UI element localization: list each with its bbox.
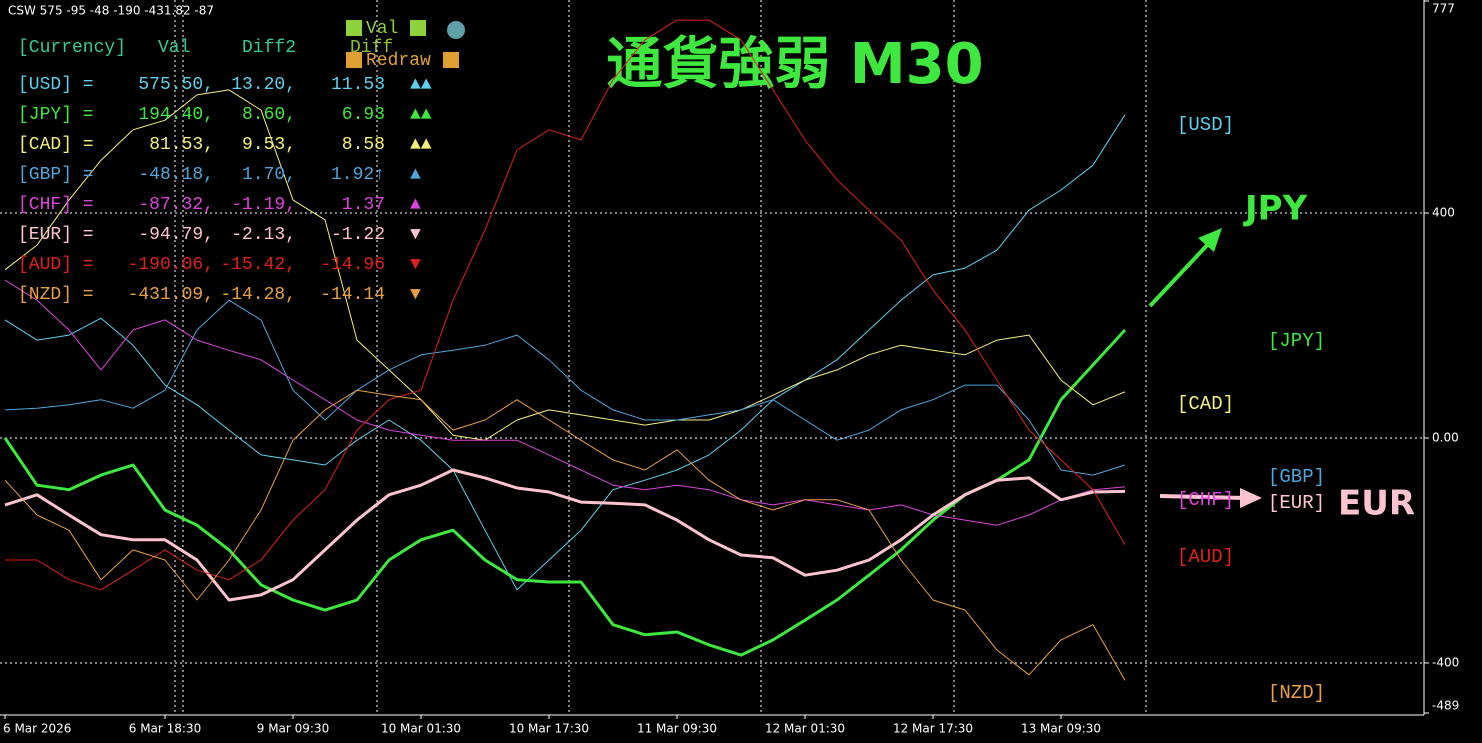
annotation-arrow bbox=[1159, 494, 1246, 500]
legend-label: [JPY] bbox=[1268, 330, 1325, 352]
legend-label: [AUD] bbox=[1177, 546, 1234, 568]
panel-cell: 8.58 bbox=[342, 135, 385, 155]
panel-cell: ▼ bbox=[410, 255, 421, 275]
panel-cell: 1.92↑ bbox=[331, 165, 385, 185]
panel-cell: ▲ bbox=[410, 165, 421, 185]
panel-cell: 13.20, bbox=[231, 75, 296, 95]
panel-cell: 9.53, bbox=[242, 135, 296, 155]
series-line bbox=[4, 468, 1126, 602]
x-tick-label: 6 Mar 18:30 bbox=[129, 722, 202, 736]
button[interactable]: Redraw bbox=[366, 51, 431, 71]
panel-cell: -94.79, bbox=[138, 225, 214, 245]
panel-cell: [NZD] = bbox=[18, 285, 94, 305]
panel-cell: -14.96 bbox=[320, 255, 385, 275]
y-tick-label: -489 bbox=[1432, 699, 1459, 713]
panel-cell: [USD] = bbox=[18, 75, 94, 95]
panel-cell: [EUR] = bbox=[18, 225, 94, 245]
panel-cell: 1.70, bbox=[242, 165, 296, 185]
period-separators bbox=[174, 0, 1147, 715]
button-icon bbox=[346, 20, 362, 36]
panel-cell: 575.50, bbox=[138, 75, 214, 95]
annotation-arrowhead bbox=[1240, 488, 1262, 508]
panel-cell: 6.93 bbox=[342, 105, 385, 125]
x-tick-label: 6 Mar 2026 bbox=[3, 722, 71, 736]
info-panel: [Currency] Val Diff2 Diff[USD] = 575.50, 13.2… bbox=[18, 19, 465, 305]
plot: 777 400 0.00 -400 -489 6 Mar 2026 6 Mar 18:30 9… bbox=[0, 0, 1459, 736]
series-line bbox=[4, 114, 1126, 591]
annotation-arrow bbox=[1148, 238, 1214, 308]
panel-header: Diff2 bbox=[242, 38, 296, 58]
series-line bbox=[5, 19, 1126, 591]
panel-cell: -1.22 bbox=[331, 225, 385, 245]
panel-cell: 1.37 bbox=[342, 195, 385, 215]
panel-cell: [CAD] = bbox=[18, 135, 94, 155]
button-icon bbox=[443, 52, 459, 68]
x-tick-label: 12 Mar 17:30 bbox=[893, 722, 973, 736]
window-title: CSW 575 -95 -48 -190 -431.82 -87 bbox=[8, 4, 214, 18]
button-icon bbox=[447, 21, 465, 39]
panel-cell: [AUD] = bbox=[18, 255, 94, 275]
legend-label: [GBP] bbox=[1268, 466, 1325, 488]
panel-cell: [JPY] = bbox=[18, 105, 94, 125]
y-tick-label: 400 bbox=[1432, 206, 1455, 220]
button[interactable]: Val bbox=[366, 19, 398, 39]
panel-cell: -431.09, bbox=[128, 285, 214, 305]
panel-cell: ▲▲ bbox=[410, 135, 432, 155]
legend-label: [CAD] bbox=[1177, 393, 1234, 415]
series-line bbox=[4, 89, 1126, 441]
x-tick-label: 12 Mar 01:30 bbox=[765, 722, 845, 736]
panel-cell: [GBP] = bbox=[18, 165, 94, 185]
panel-cell: [CHF] = bbox=[18, 195, 94, 215]
panel-cell: -1.19, bbox=[231, 195, 296, 215]
panel-cell: 11.53 bbox=[331, 75, 385, 95]
y-tick-label: 0.00 bbox=[1432, 430, 1459, 444]
legend-label: [CHF] bbox=[1177, 489, 1234, 511]
annotation: JPY bbox=[1243, 189, 1308, 229]
chart-title: 通貨強弱 M30 bbox=[606, 32, 983, 97]
panel-cell: -190.06, bbox=[128, 255, 214, 275]
x-tick-label: 9 Mar 09:30 bbox=[257, 722, 330, 736]
panel-cell: -14.14 bbox=[320, 285, 385, 305]
annotation-arrowhead bbox=[1198, 228, 1222, 252]
panel-cell: -87.32, bbox=[138, 195, 214, 215]
button-icon bbox=[346, 52, 362, 68]
panel-cell: ▲▲ bbox=[410, 75, 432, 95]
x-tick-label: 10 Mar 17:30 bbox=[509, 722, 589, 736]
panel-cell: ▲▲ bbox=[410, 105, 432, 125]
panel-cell: -15.42, bbox=[220, 255, 296, 275]
panel-cell: -2.13, bbox=[231, 225, 296, 245]
legend-label: [EUR] bbox=[1268, 492, 1325, 514]
annotation: EUR bbox=[1338, 484, 1415, 524]
series-line bbox=[4, 389, 1126, 681]
panel-cell: 81.53, bbox=[149, 135, 214, 155]
panel-cell: ▼ bbox=[410, 225, 421, 245]
x-tick-label: 13 Mar 09:30 bbox=[1021, 722, 1101, 736]
x-tick-label: 10 Mar 01:30 bbox=[381, 722, 461, 736]
series-line bbox=[4, 279, 1126, 526]
panel-cell: -14.28, bbox=[220, 285, 296, 305]
y-tick-label: 777 bbox=[1432, 2, 1455, 16]
panel-header: Val bbox=[158, 38, 190, 58]
x-tick-label: 11 Mar 09:30 bbox=[637, 722, 717, 736]
y-tick-label: -400 bbox=[1432, 655, 1459, 669]
panel-cell: -48.18, bbox=[138, 165, 214, 185]
panel-header: [Currency] bbox=[18, 38, 126, 58]
series-line bbox=[4, 299, 1126, 476]
legend-label: [USD] bbox=[1177, 114, 1234, 136]
panel-cell: ▼ bbox=[410, 285, 421, 305]
button-icon bbox=[410, 20, 426, 36]
panel-cell: 8.60, bbox=[242, 105, 296, 125]
panel-cell: 194.40, bbox=[138, 105, 214, 125]
legend-label: [NZD] bbox=[1268, 682, 1325, 704]
panel-cell: ▲ bbox=[410, 195, 421, 215]
